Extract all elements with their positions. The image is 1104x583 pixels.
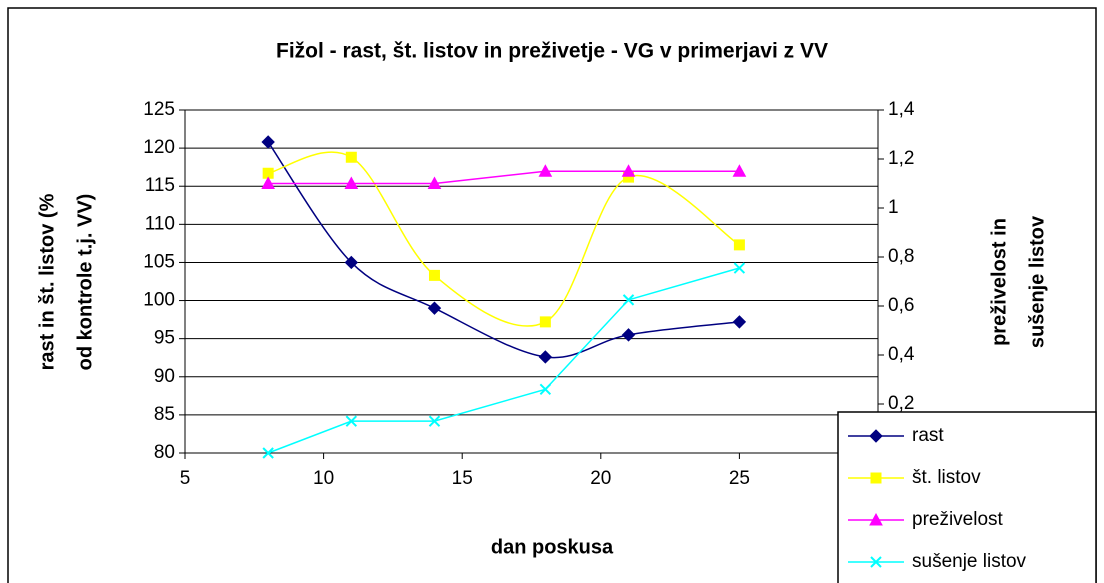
series-line bbox=[267, 141, 740, 359]
y-tick-label: 115 bbox=[145, 175, 175, 196]
marker bbox=[427, 301, 442, 315]
marker bbox=[732, 315, 747, 329]
y-axis-title: rast in št. listov (% od kontrole t.j. V… bbox=[36, 193, 96, 370]
y-tick-label: 110 bbox=[145, 213, 175, 234]
y2-axis-title-line: sušenje listov bbox=[1026, 215, 1048, 348]
x-axis-title: dan poskusa bbox=[491, 536, 614, 558]
legend-box bbox=[837, 411, 1097, 583]
marker bbox=[539, 383, 552, 396]
marker bbox=[733, 239, 745, 251]
chart-title: Fižol - rast, št. listov in preživetje -… bbox=[276, 40, 828, 63]
y2-tick-label: 1,4 bbox=[888, 99, 915, 120]
marker bbox=[621, 328, 636, 342]
legend-label: preživelost bbox=[912, 509, 1004, 530]
marker bbox=[345, 151, 357, 163]
legend: rast št. listov preživelost sušenje listov bbox=[837, 411, 1097, 583]
marker bbox=[733, 262, 746, 274]
y-axis-title-line: rast in št. listov (% bbox=[36, 193, 58, 370]
y-axis-title-line: od kontrole t.j. VV) bbox=[74, 194, 96, 371]
marker bbox=[428, 269, 440, 281]
marker bbox=[732, 164, 747, 177]
y2-tick-label: 1,2 bbox=[888, 148, 914, 169]
legend-label: rast bbox=[912, 425, 944, 446]
marker bbox=[869, 512, 883, 526]
marker bbox=[344, 176, 359, 189]
series-line bbox=[267, 267, 740, 454]
y-tick-label: 90 bbox=[154, 366, 175, 387]
y-tick-label: 80 bbox=[154, 442, 175, 463]
marker bbox=[428, 415, 441, 427]
marker bbox=[538, 350, 553, 364]
legend-label: št. listov bbox=[912, 467, 981, 488]
y-tick-label: 95 bbox=[154, 328, 175, 349]
marker bbox=[261, 176, 276, 189]
marker bbox=[870, 556, 882, 568]
marker bbox=[538, 164, 553, 177]
marker bbox=[262, 447, 274, 459]
legend-label: sušenje listov bbox=[912, 551, 1027, 572]
y2-axis-title-line: preživelost in bbox=[988, 218, 1010, 346]
y2-tick-label: 0,6 bbox=[888, 295, 914, 316]
y-tick-label: 125 bbox=[143, 99, 175, 120]
x-tick-label: 25 bbox=[729, 468, 750, 489]
y-tick-label: 105 bbox=[143, 251, 175, 272]
marker bbox=[345, 415, 358, 427]
marker bbox=[261, 135, 275, 149]
x-tick-label: 10 bbox=[313, 468, 334, 489]
marker bbox=[869, 429, 883, 443]
y2-tick-label: 0,8 bbox=[888, 246, 914, 267]
marker bbox=[621, 164, 636, 177]
y2-tick-label: 1 bbox=[888, 197, 899, 218]
x-tick-label: 20 bbox=[590, 468, 611, 489]
marker bbox=[427, 176, 442, 189]
marker bbox=[539, 316, 551, 328]
y-tick-label: 120 bbox=[143, 137, 175, 158]
marker bbox=[344, 255, 359, 270]
x-tick-label: 5 bbox=[180, 468, 191, 489]
marker bbox=[262, 167, 274, 179]
y-tick-label: 100 bbox=[143, 290, 175, 311]
x-tick-label: 15 bbox=[452, 468, 473, 489]
marker bbox=[870, 472, 882, 484]
plot-area: 8085909510010511011512012500,20,40,60,81… bbox=[143, 99, 915, 489]
y2-tick-label: 0,4 bbox=[888, 344, 915, 365]
marker bbox=[622, 294, 635, 306]
y2-tick-label: 0,2 bbox=[888, 393, 914, 414]
series-line bbox=[268, 170, 740, 185]
y2-axis-title: preživelost in sušenje listov bbox=[988, 215, 1048, 348]
y-tick-label: 85 bbox=[154, 404, 175, 425]
